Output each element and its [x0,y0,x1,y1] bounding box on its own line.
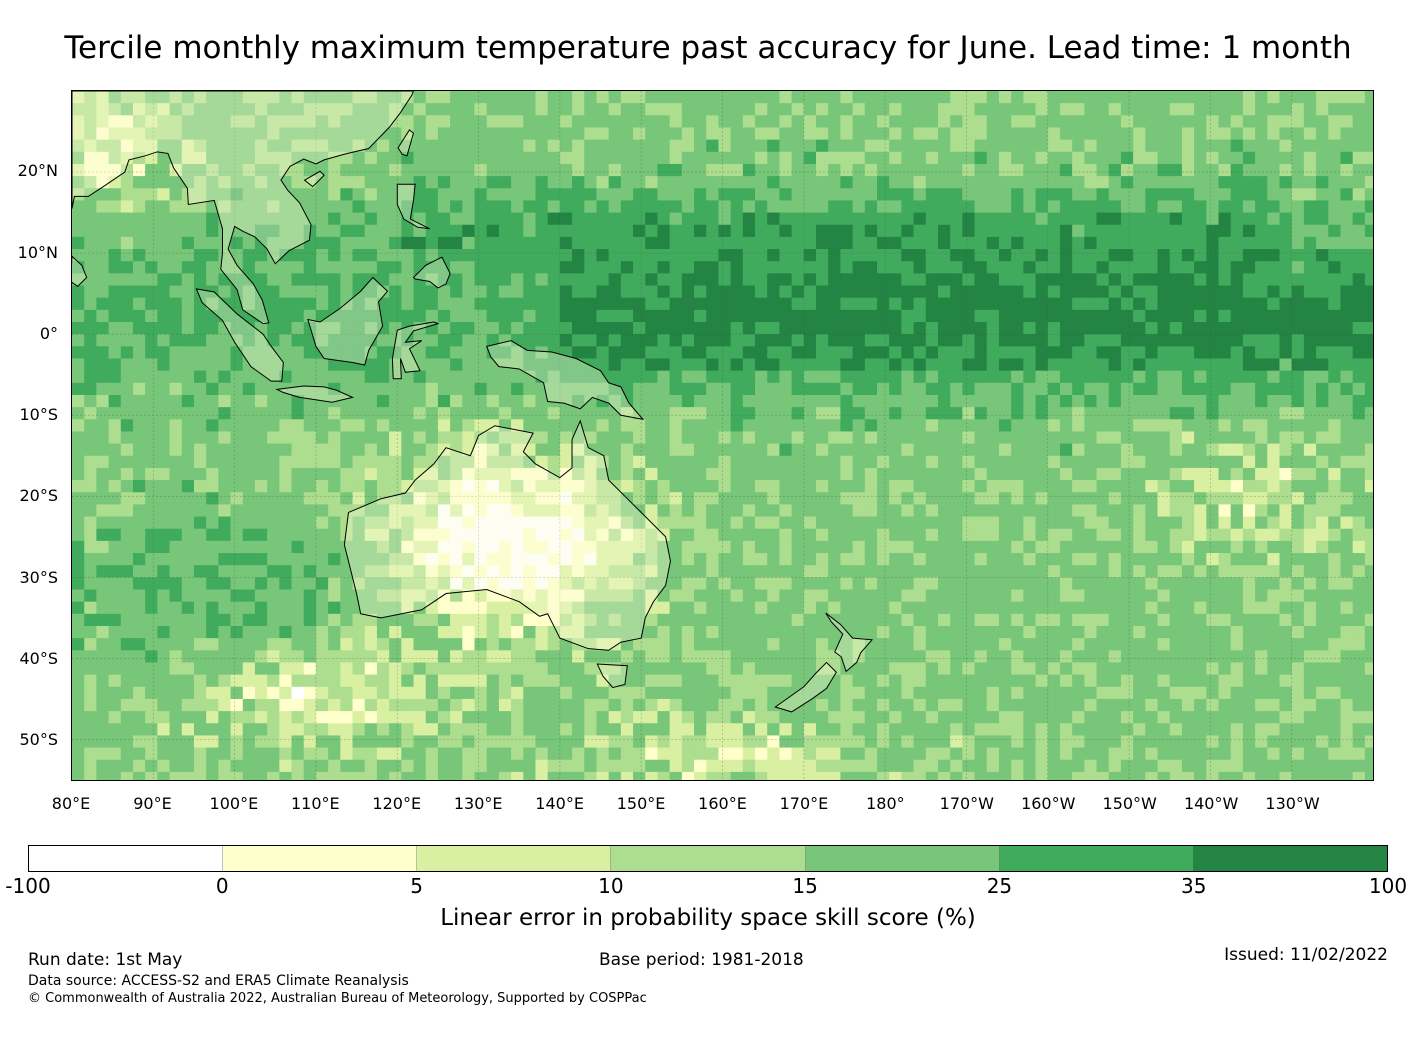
base-period: Base period: 1981-2018 [599,950,804,970]
colorbar-tick-label: 25 [986,874,1013,898]
longitude-label: 170°E [779,794,829,813]
coastline-sri-lanka [72,255,88,287]
latitude-label: 20°N [17,161,58,181]
colorbar-label: Linear error in probability space skill … [440,905,976,931]
issued-date: Issued: 11/02/2022 [1224,945,1388,965]
coastline-new-zealand-north [825,612,874,673]
colorbar-segment [999,846,1194,871]
longitude-label: 110°E [290,794,340,813]
coastline-tasmania [596,663,628,689]
skill-score-grid [72,91,1373,780]
colorbar-tick-label: 10 [598,874,624,898]
coastline-new-zealand-south [774,661,837,713]
longitude-label: 100°E [209,794,259,813]
coastline-taiwan [397,129,415,157]
coastline-new-guinea [485,340,645,420]
colorbar-segment [29,846,224,871]
coastline-mindanao [412,256,451,289]
colorbar-segment [611,846,806,871]
latitude-label: 50°S [19,730,58,750]
graticule [72,91,1373,780]
latitude-label: 30°S [19,567,58,587]
colorbar-segment [417,846,612,871]
colorbar-tick-label: 0 [215,874,229,898]
colorbar-segment [1193,846,1387,871]
latitude-label: 10°N [17,242,58,262]
longitude-label: 180° [866,794,905,813]
longitude-label: 160°W [1021,794,1076,813]
longitude-label: 130°W [1265,794,1320,813]
colorbar [28,845,1388,872]
map-title: Tercile monthly maximum temperature past… [64,30,1352,66]
colorbar-segment [223,846,418,871]
skill-score-map [71,90,1374,781]
coastline-mainland-asia [72,91,415,325]
latitude-label: 20°S [19,486,58,506]
longitude-label: 130°E [453,794,503,813]
longitude-label: 150°E [616,794,666,813]
colorbar-tick-label: 100 [1368,874,1408,898]
coastlines [72,91,874,713]
longitude-label: 140°W [1183,794,1239,813]
colorbar-tick-label: 5 [410,874,423,898]
data-source: Data source: ACCESS-S2 and ERA5 Climate … [28,973,409,989]
longitude-label: 90°E [133,794,172,813]
copyright: © Commonwealth of Australia 2022, Austra… [28,991,647,1006]
colorbar-tick-label: 35 [1180,874,1207,898]
longitude-label: 150°W [1102,794,1157,813]
coastline-java [275,385,355,403]
longitude-label: 120°E [372,794,422,813]
longitude-label: 160°E [698,794,747,813]
longitude-label: 170°W [939,794,994,813]
longitude-label: 80°E [51,794,91,813]
run-date: Run date: 1st May [28,950,183,970]
colorbar-segment [805,846,1000,871]
coastline-borneo [307,276,389,366]
coastline-luzon [396,183,430,230]
latitude-label: 10°S [19,405,58,425]
coastline-sulawesi [391,321,440,380]
coastline-sumatra [195,288,284,382]
coastline-hainan [303,170,325,188]
colorbar-tick-label: 15 [792,874,818,898]
colorbar-tick-label: -100 [5,874,51,898]
longitude-label: 140°E [535,794,584,813]
latitude-label: 40°S [19,649,58,669]
coastline-australia [343,419,671,651]
latitude-label: 0° [39,323,58,343]
